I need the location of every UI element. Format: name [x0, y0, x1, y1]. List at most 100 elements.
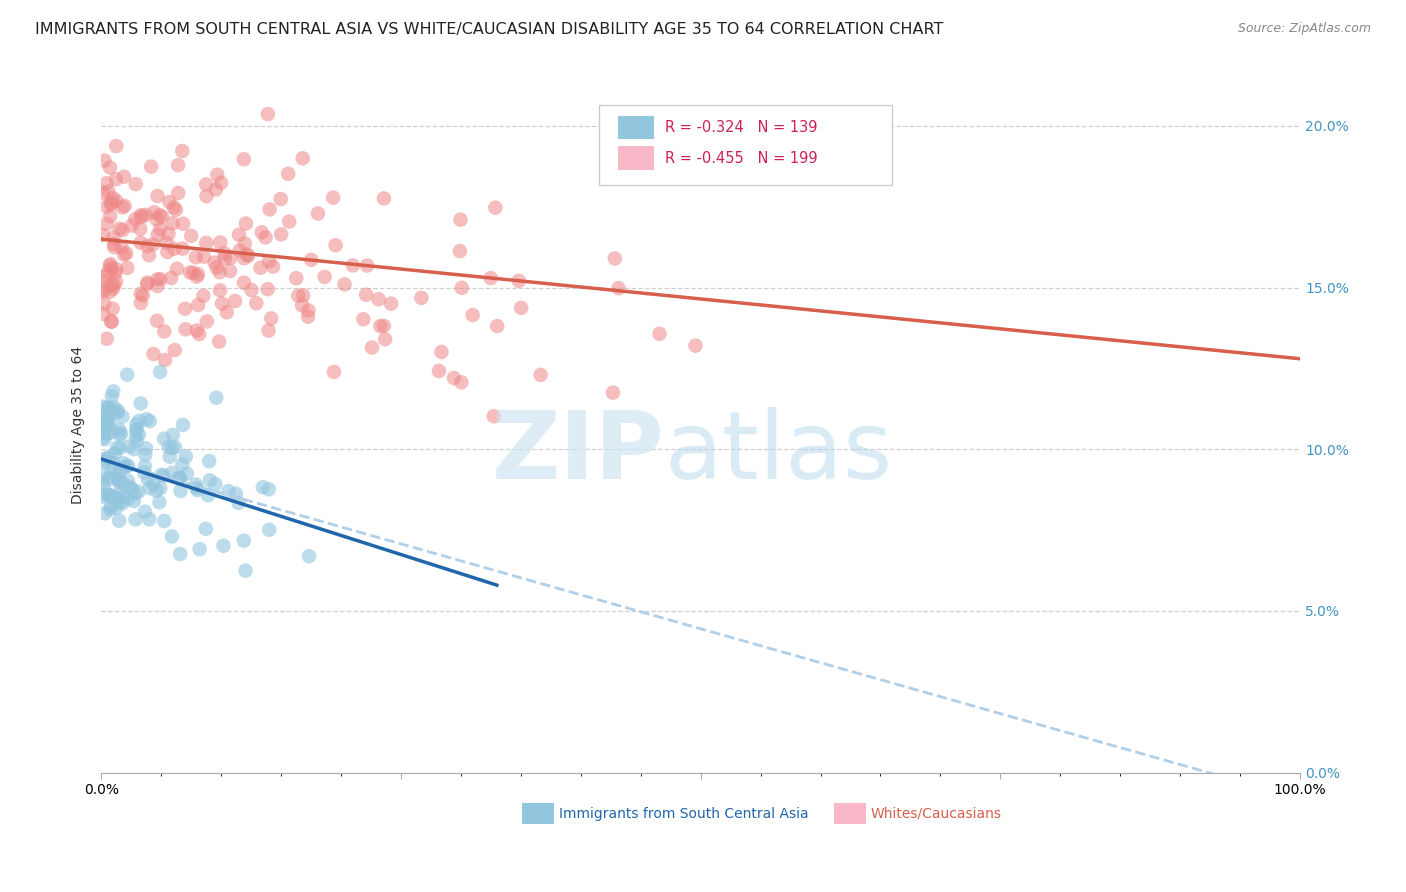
Point [141, 160, 163, 174]
Point [111, 201, 134, 215]
Point [249, 260, 271, 275]
Point [96, 200, 118, 214]
Point [100, 404, 122, 418]
Point [114, 489, 136, 503]
Point [115, 368, 138, 382]
Point [149, 272, 172, 286]
Point [228, 244, 250, 258]
Point [160, 441, 183, 455]
Point [101, 465, 124, 479]
Point [96, 450, 118, 465]
Point [105, 500, 128, 515]
Point [153, 325, 176, 339]
Point [96, 426, 118, 441]
Point [125, 422, 148, 436]
Point [91, 475, 114, 489]
Point [132, 288, 155, 302]
Point [257, 254, 280, 268]
Text: R = -0.324   N = 139: R = -0.324 N = 139 [665, 120, 817, 135]
Point [219, 251, 242, 265]
Point [212, 539, 235, 553]
Point [98, 161, 121, 175]
Point [134, 459, 156, 474]
Point [96, 176, 118, 190]
Point [188, 542, 211, 557]
Point [184, 250, 207, 264]
Point [256, 107, 278, 121]
Point [122, 494, 145, 508]
Point [112, 460, 135, 475]
Point [131, 210, 153, 224]
Point [104, 446, 127, 460]
FancyBboxPatch shape [617, 146, 654, 169]
Point [118, 439, 141, 453]
Point [198, 454, 221, 468]
Point [138, 512, 160, 526]
Point [129, 296, 152, 310]
Point [96, 269, 118, 284]
Point [193, 289, 215, 303]
Point [94, 488, 117, 502]
Point [112, 456, 135, 470]
Point [236, 248, 259, 262]
Point [225, 487, 247, 501]
Point [297, 310, 319, 324]
Point [96, 217, 118, 231]
Point [685, 338, 707, 352]
Point [134, 466, 156, 480]
Point [214, 246, 236, 260]
Point [257, 523, 280, 537]
Point [125, 423, 148, 437]
Point [174, 450, 197, 464]
Point [160, 271, 183, 285]
Point [100, 489, 122, 503]
Point [508, 274, 530, 288]
Point [314, 269, 336, 284]
Point [181, 266, 204, 280]
Point [252, 480, 274, 494]
Point [98, 417, 121, 431]
Point [163, 440, 186, 454]
Point [374, 332, 396, 346]
Point [233, 276, 256, 290]
Point [285, 271, 308, 285]
Point [257, 324, 280, 338]
Point [129, 396, 152, 410]
Point [209, 284, 232, 298]
Point [157, 227, 180, 241]
Point [260, 311, 283, 326]
Point [124, 486, 146, 500]
Point [205, 391, 228, 405]
Point [129, 222, 152, 236]
Point [174, 301, 197, 316]
Point [129, 286, 152, 301]
Point [100, 196, 122, 211]
Point [450, 281, 472, 295]
Point [125, 177, 148, 191]
Point [361, 341, 384, 355]
Point [107, 473, 129, 487]
Point [135, 442, 157, 456]
Point [602, 385, 624, 400]
Point [93, 424, 115, 438]
Text: Immigrants from South Central Asia: Immigrants from South Central Asia [560, 806, 808, 821]
Point [93, 186, 115, 200]
Point [96, 413, 118, 427]
Point [162, 428, 184, 442]
Point [108, 441, 131, 455]
Point [121, 219, 143, 233]
Point [150, 210, 173, 224]
Point [449, 244, 471, 258]
Point [204, 477, 226, 491]
Point [128, 427, 150, 442]
Point [145, 483, 167, 498]
Point [167, 471, 190, 485]
Point [111, 496, 134, 510]
Point [108, 495, 131, 509]
Point [93, 153, 115, 168]
Point [603, 252, 626, 266]
Point [139, 481, 162, 495]
Point [101, 456, 124, 470]
Point [356, 259, 378, 273]
Point [93, 467, 115, 481]
